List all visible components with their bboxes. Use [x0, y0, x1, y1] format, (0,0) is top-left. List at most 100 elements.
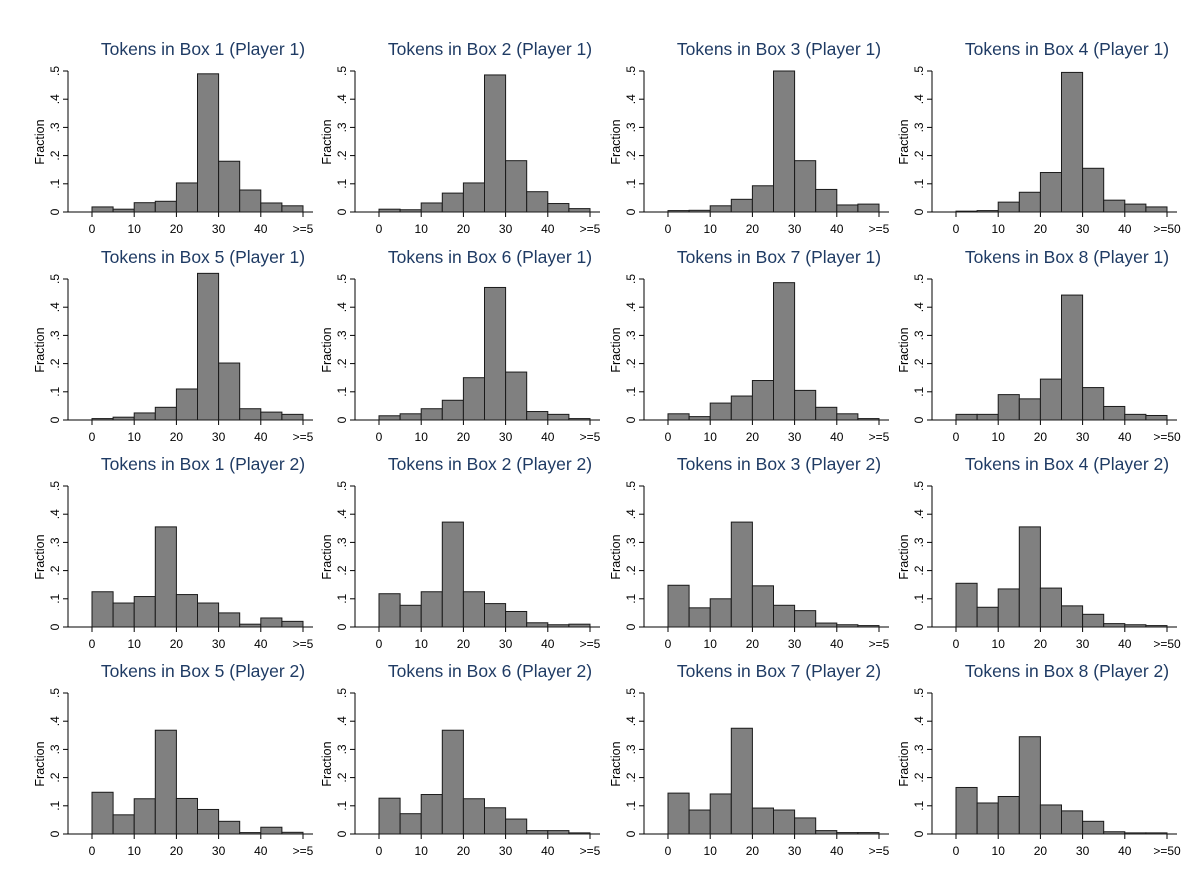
x-tick-label: 40	[254, 844, 268, 858]
x-tick-label: 30	[1076, 844, 1090, 858]
x-tick-label: 0	[89, 637, 96, 651]
x-tick-label: 20	[746, 430, 760, 444]
histogram-bar	[281, 831, 304, 835]
y-tick-label: .5	[912, 481, 926, 491]
x-tick-label: 40	[1118, 222, 1132, 236]
y-tick-label: .4	[48, 509, 62, 519]
x-tick-label: >=50	[1153, 844, 1181, 858]
x-tick-label: 10	[992, 430, 1006, 444]
y-axis-label: Fraction	[897, 119, 911, 164]
y-tick-label: .4	[624, 302, 638, 312]
histogram-bar	[1145, 206, 1168, 213]
y-tick-label: .5	[624, 66, 638, 76]
histogram-bar	[794, 817, 817, 835]
histogram-bar	[1124, 413, 1147, 421]
histogram-bar	[378, 415, 401, 421]
histogram-bar	[133, 596, 156, 628]
histogram-bar	[976, 210, 999, 213]
y-tick-label: .5	[624, 274, 638, 284]
x-tick-label: >=5	[869, 637, 890, 651]
x-tick-label: 40	[254, 637, 268, 651]
histogram-bar	[1145, 832, 1168, 835]
y-axis-label: Fraction	[609, 119, 623, 164]
y-tick-label: .1	[335, 593, 349, 603]
histogram-bar	[112, 208, 135, 213]
x-tick-label: 30	[1076, 222, 1090, 236]
histogram-bar	[505, 160, 528, 213]
x-tick-label: 10	[415, 222, 429, 236]
y-tick-label: 0	[48, 830, 62, 837]
y-tick-label: 0	[48, 623, 62, 630]
y-axis-label: Fraction	[897, 534, 911, 579]
panel-5: Tokens in Box 5 (Player 1) Fraction 0 .1 .2.…	[33, 247, 314, 444]
y-tick-label: .1	[48, 800, 62, 810]
y-axis-label: Fraction	[609, 327, 623, 372]
x-tick-label: 40	[541, 430, 555, 444]
histogram-bar	[1039, 378, 1063, 421]
y-tick-label: .3	[912, 744, 926, 754]
histogram-bar	[239, 832, 262, 835]
histogram-bar	[154, 200, 177, 213]
histogram-bar	[1039, 587, 1063, 628]
histogram-bar	[667, 210, 690, 213]
histogram-bar	[175, 388, 198, 421]
histogram-bar	[1082, 820, 1105, 835]
panel-4: Tokens in Box 4 (Player 1) Fraction 0 .1 .2.…	[897, 39, 1181, 236]
panel-10: Tokens in Box 2 (Player 2) Fraction 0 .1 .2.…	[320, 454, 601, 651]
y-tick-label: .2	[48, 772, 62, 782]
x-tick-label: 20	[170, 637, 184, 651]
panel-title: Tokens in Box 3 (Player 1)	[677, 39, 881, 59]
x-tick-label: 30	[212, 222, 226, 236]
y-tick-label: 0	[335, 416, 349, 423]
x-tick-label: 0	[376, 222, 383, 236]
y-tick-label: .4	[48, 94, 62, 104]
x-tick-label: 40	[541, 637, 555, 651]
y-tick-label: .5	[912, 66, 926, 76]
y-tick-label: .2	[335, 565, 349, 575]
y-tick-label: .5	[335, 688, 349, 698]
histogram-bar	[815, 830, 838, 835]
histogram-bar	[420, 794, 443, 835]
histogram-bar	[688, 607, 711, 628]
y-tick-label: 0	[624, 208, 638, 215]
histogram-bar	[526, 411, 549, 421]
panel-title: Tokens in Box 7 (Player 2)	[677, 661, 881, 681]
histogram-bar	[730, 395, 753, 421]
y-tick-label: .1	[624, 593, 638, 603]
histogram-bar	[751, 807, 775, 835]
x-tick-label: 40	[541, 844, 555, 858]
histogram-bar	[751, 585, 775, 628]
y-axis-label: Fraction	[609, 741, 623, 786]
histogram-bar	[484, 74, 507, 213]
histogram-bar	[399, 209, 422, 213]
y-tick-label: .5	[48, 481, 62, 491]
histogram-bar	[1103, 199, 1126, 213]
y-axis-label: Fraction	[33, 534, 47, 579]
histogram-bar	[709, 793, 732, 835]
x-tick-label: 30	[499, 430, 513, 444]
panel-title: Tokens in Box 8 (Player 1)	[965, 247, 1169, 267]
x-tick-label: >=5	[869, 222, 890, 236]
histogram-bar	[857, 625, 880, 628]
x-tick-label: >=50	[1153, 637, 1181, 651]
histogram-bar	[773, 282, 796, 421]
x-tick-label: 20	[1034, 222, 1048, 236]
x-tick-label: >=5	[580, 430, 601, 444]
histogram-bar	[175, 594, 198, 628]
x-tick-label: 20	[1034, 430, 1048, 444]
histogram-bar	[976, 802, 999, 835]
histogram-bar	[709, 598, 732, 628]
y-tick-label: .2	[335, 150, 349, 160]
histogram-bar	[1039, 804, 1063, 835]
histogram-bar	[91, 418, 114, 421]
x-tick-label: 40	[830, 637, 844, 651]
histogram-bar	[547, 830, 570, 835]
histogram-bar	[709, 205, 732, 213]
panel-11: Tokens in Box 3 (Player 2) Fraction 0 .1 .2.…	[609, 454, 890, 651]
x-tick-label: 0	[665, 430, 672, 444]
x-tick-label: 10	[128, 222, 142, 236]
histogram-bar	[1103, 623, 1126, 628]
histogram-bar	[794, 389, 817, 421]
y-tick-label: .5	[335, 66, 349, 76]
histogram-bar	[441, 521, 464, 628]
